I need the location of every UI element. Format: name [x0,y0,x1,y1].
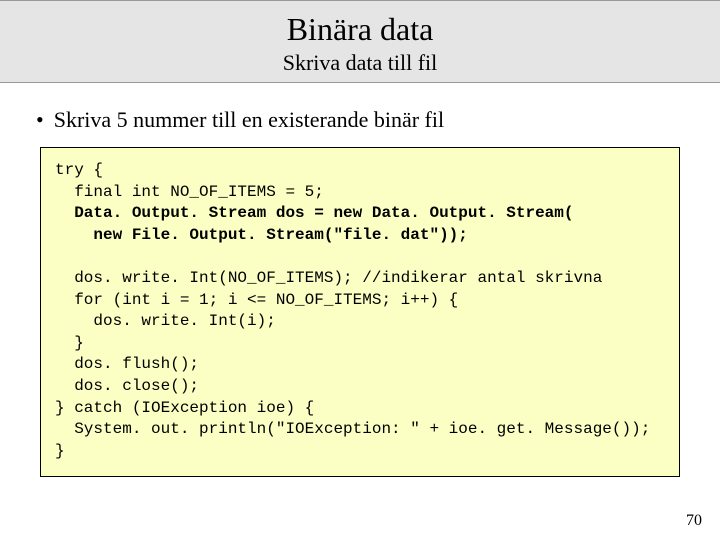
code-line: Data. Output. Stream dos = new Data. Out… [55,204,573,222]
slide-subtitle: Skriva data till fil [0,50,720,76]
code-block: try { final int NO_OF_ITEMS = 5; Data. O… [40,147,680,477]
code-line: } catch (IOException ioe) { [55,399,314,417]
code-line: for (int i = 1; i <= NO_OF_ITEMS; i++) { [55,291,458,309]
code-line: try { [55,161,103,179]
bullet-text: Skriva 5 nummer till en existerande binä… [54,107,444,132]
bullet-area: • Skriva 5 nummer till en existerande bin… [0,83,720,147]
code-line: System. out. println("IOException: " + i… [55,420,650,438]
slide-title: Binära data [0,11,720,48]
code-line: final int NO_OF_ITEMS = 5; [55,183,324,201]
header-band: Binära data Skriva data till fil [0,0,720,83]
bullet-dot-icon: • [36,107,44,133]
code-line: new File. Output. Stream("file. dat")); [55,226,468,244]
code-line: } [55,442,65,460]
code-line: dos. write. Int(i); [55,312,276,330]
code-line: dos. flush(); [55,355,199,373]
code-line: } [55,334,84,352]
bullet-item: • Skriva 5 nummer till en existerande bin… [36,107,684,133]
code-line: dos. close(); [55,377,199,395]
page-number: 70 [686,512,702,530]
code-line: dos. write. Int(NO_OF_ITEMS); //indikera… [55,269,602,287]
